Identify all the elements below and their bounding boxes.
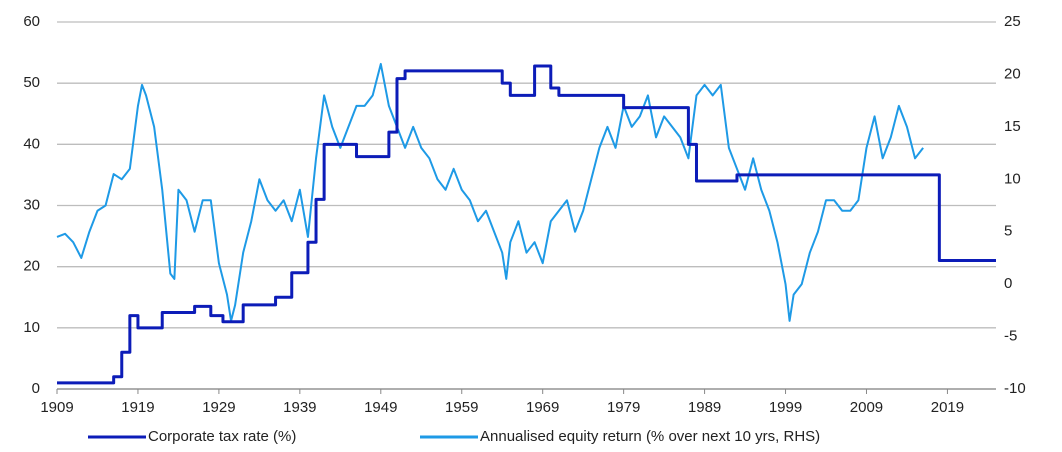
x-tick-label: 1989: [688, 399, 721, 416]
x-tick-label: 1959: [445, 399, 478, 416]
y2-tick-label: 25: [1004, 13, 1021, 30]
series-line: [57, 64, 996, 385]
x-tick-label: 1939: [283, 399, 316, 416]
x-tick-label: 1909: [40, 399, 73, 416]
series-line: [56, 62, 924, 322]
y2-tick-label: 5: [1004, 223, 1012, 240]
x-tick-label: 2009: [850, 399, 883, 416]
x-tick-label: 1999: [769, 399, 802, 416]
x-tick-label: 1919: [121, 399, 154, 416]
y-tick-label: 10: [23, 319, 40, 336]
y-tick-label: 0: [32, 380, 40, 397]
legend-label: Corporate tax rate (%): [148, 428, 296, 445]
x-tick-label: 1929: [202, 399, 235, 416]
legend-label: Annualised equity return (% over next 10…: [480, 428, 820, 445]
x-tick-label: 1949: [364, 399, 397, 416]
y2-tick-label: 0: [1004, 275, 1012, 292]
y2-tick-label: -5: [1004, 328, 1017, 345]
y2-tick-label: -10: [1004, 380, 1026, 397]
y-tick-label: 50: [23, 74, 40, 91]
x-tick-label: 1969: [526, 399, 559, 416]
y-tick-label: 60: [23, 13, 40, 30]
y2-tick-label: 20: [1004, 65, 1021, 82]
y2-tick-label: 15: [1004, 118, 1021, 135]
x-tick-label: 1979: [607, 399, 640, 416]
y2-tick-label: 10: [1004, 170, 1021, 187]
y-tick-label: 20: [23, 258, 40, 275]
y-tick-label: 40: [23, 135, 40, 152]
x-tick-label: 2019: [931, 399, 964, 416]
y-tick-label: 30: [23, 196, 40, 213]
